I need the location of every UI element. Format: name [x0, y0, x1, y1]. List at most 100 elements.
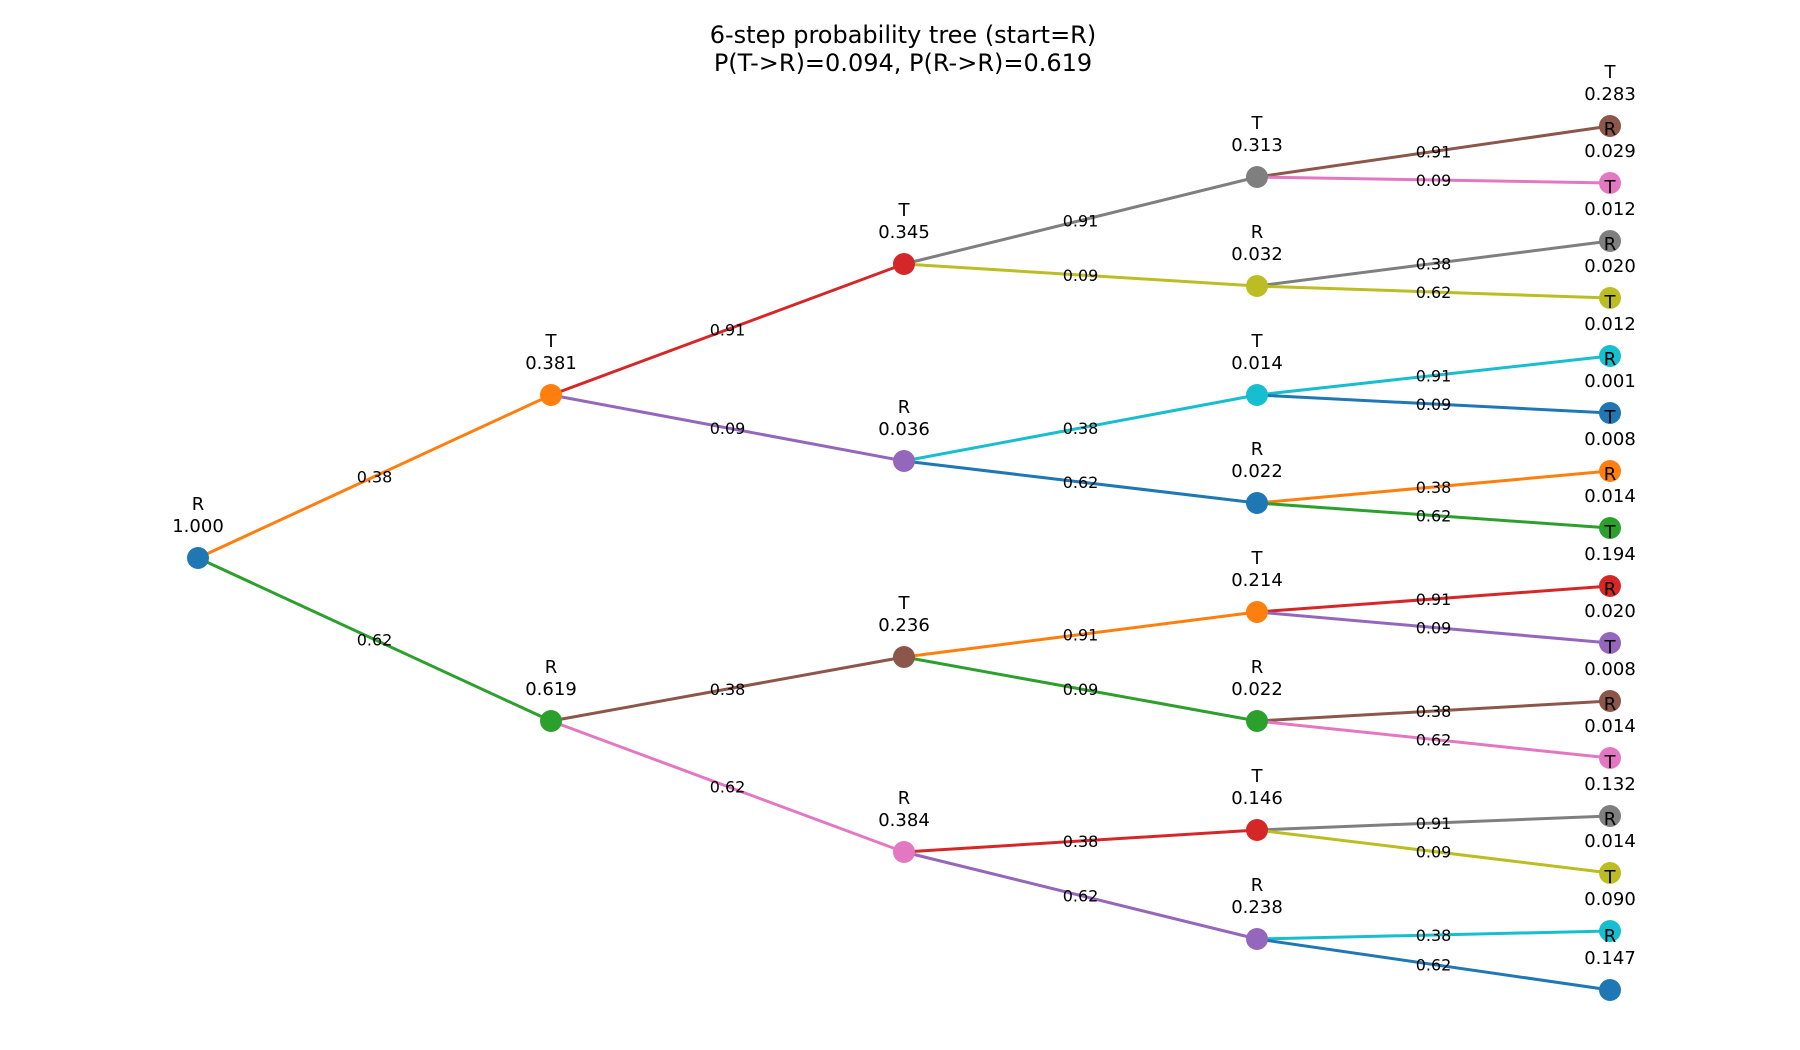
node-state-label: T: [1604, 752, 1617, 773]
tree-node-n29: [1599, 920, 1621, 942]
node-state-label: R: [1604, 464, 1617, 485]
edge-probability-label: 0.09: [1063, 266, 1099, 285]
node-probability-label: 0.236: [878, 615, 930, 636]
edge-n12-n25: [1256, 699, 1611, 723]
tree-node-n18: [1599, 287, 1621, 309]
edge-probability-label: 0.09: [1416, 843, 1452, 862]
node-state-label: T: [898, 593, 911, 614]
node-probability-label: 0.022: [1231, 679, 1283, 700]
edge-probability-label: 0.09: [710, 419, 746, 438]
tree-node-n2: [540, 710, 562, 732]
edge-n4-n10: [903, 459, 1258, 505]
node-state-label: R: [1604, 926, 1617, 947]
edge-n7-n16: [1256, 175, 1611, 185]
tree-node-n5: [893, 646, 915, 668]
node-probability-label: 0.214: [1231, 570, 1283, 591]
edge-probability-label: 0.38: [710, 680, 746, 699]
tree-node-n24: [1599, 632, 1621, 654]
node-state-label: T: [1604, 867, 1617, 888]
edge-n1-n3: [550, 262, 905, 397]
edge-n6-n13: [903, 828, 1258, 854]
edge-probability-label: 0.09: [1416, 171, 1452, 190]
tree-node-n4: [893, 450, 915, 472]
edge-probability-label: 0.62: [1416, 731, 1452, 750]
edge-n14-n30: [1256, 937, 1611, 992]
edge-probability-label: 0.91: [1416, 367, 1452, 386]
node-probability-label: 0.381: [525, 353, 577, 374]
tree-node-n15: [1599, 115, 1621, 137]
node-probability-label: 0.014: [1584, 831, 1636, 852]
edge-probability-label: 0.38: [1063, 419, 1099, 438]
edge-probability-label: 0.62: [710, 778, 746, 797]
tree-node-n1: [540, 384, 562, 406]
node-state-label: R: [1251, 875, 1264, 896]
node-probability-label: 0.238: [1231, 897, 1283, 918]
node-state-label: T: [1604, 62, 1617, 83]
edge-n11-n24: [1256, 610, 1611, 645]
edges-layer: [197, 124, 1611, 992]
edge-n8-n17: [1256, 239, 1611, 288]
edge-n6-n14: [903, 850, 1258, 941]
edge-probability-label: 0.38: [1416, 702, 1452, 721]
node-probability-label: 0.032: [1231, 244, 1283, 265]
edge-probability-label: 0.91: [1063, 626, 1099, 645]
edge-probability-label: 0.91: [1416, 590, 1452, 609]
node-probability-label: 0.008: [1584, 659, 1636, 680]
node-probability-label: 0.132: [1584, 774, 1636, 795]
node-state-label: R: [898, 788, 911, 809]
node-probability-label: 0.384: [878, 810, 930, 831]
node-probability-label: 0.022: [1231, 461, 1283, 482]
node-probability-label: 0.014: [1231, 353, 1283, 374]
tree-node-n13: [1246, 819, 1268, 841]
node-probability-label: 0.020: [1584, 256, 1636, 277]
nodes-layer: [187, 115, 1621, 1001]
edge-probability-label: 0.38: [1416, 255, 1452, 274]
node-state-label: R: [1604, 694, 1617, 715]
node-state-label: T: [1251, 766, 1264, 787]
tree-node-n10: [1246, 492, 1268, 514]
edge-probability-label: 0.38: [1416, 478, 1452, 497]
node-probability-label: 0.345: [878, 222, 930, 243]
node-probability-label: 0.012: [1584, 314, 1636, 335]
tree-node-n9: [1246, 384, 1268, 406]
tree-node-n22: [1599, 517, 1621, 539]
edge-n12-n26: [1256, 719, 1611, 760]
node-state-label: R: [1251, 222, 1264, 243]
node-state-label: T: [545, 331, 558, 352]
labels-layer: 0.38 0.62 0.91 0.09 0.38 0.62 0.91 0.09 0.38 0.62…: [172, 62, 1636, 975]
edge-n7-n15: [1256, 124, 1611, 179]
edge-n4-n9: [903, 393, 1258, 463]
tree-node-n17: [1599, 230, 1621, 252]
edge-n5-n11: [903, 610, 1258, 659]
node-probability-label: 1.000: [172, 516, 224, 537]
edge-n3-n7: [903, 175, 1258, 266]
tree-node-n16: [1599, 172, 1621, 194]
tree-node-n28: [1599, 862, 1621, 884]
tree-node-n7: [1246, 166, 1268, 188]
edge-probability-label: 0.62: [357, 631, 393, 650]
node-state-label: R: [898, 397, 911, 418]
tree-node-n20: [1599, 402, 1621, 424]
tree-node-n3: [893, 253, 915, 275]
edge-n2-n5: [550, 655, 905, 723]
edge-n5-n12: [903, 655, 1258, 723]
node-state-label: T: [1604, 177, 1617, 198]
node-state-label: T: [1604, 407, 1617, 428]
node-probability-label: 0.090: [1584, 889, 1636, 910]
node-state-label: T: [1251, 113, 1264, 134]
edge-n8-n18: [1256, 284, 1611, 300]
tree-node-n11: [1246, 601, 1268, 623]
node-state-label: R: [1604, 579, 1617, 600]
node-state-label: R: [192, 494, 205, 515]
node-probability-label: 0.147: [1584, 948, 1636, 969]
node-probability-label: 0.619: [525, 679, 577, 700]
tree-node-n21: [1599, 460, 1621, 482]
edge-n0-n1: [197, 393, 552, 560]
edge-n9-n19: [1256, 354, 1611, 397]
tree-node-n30: [1599, 979, 1621, 1001]
tree-node-n19: [1599, 345, 1621, 367]
edge-probability-label: 0.91: [710, 321, 746, 340]
node-state-label: T: [1604, 292, 1617, 313]
edge-probability-label: 0.91: [1416, 814, 1452, 833]
